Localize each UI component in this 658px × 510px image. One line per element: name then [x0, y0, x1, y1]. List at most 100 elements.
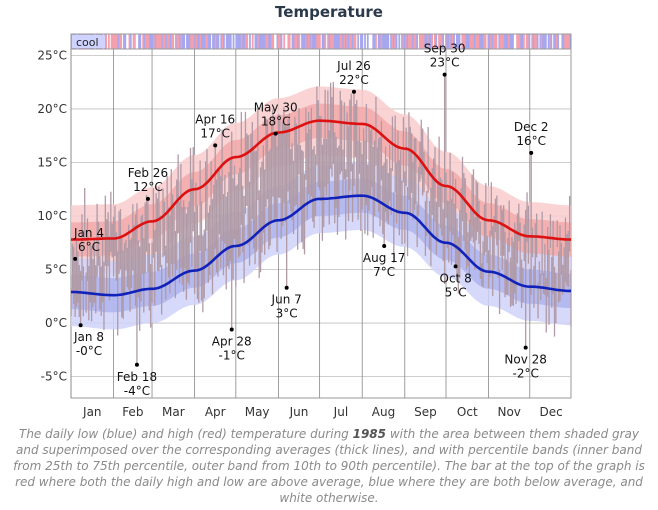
- cool-day: [229, 34, 232, 49]
- cool-day: [124, 34, 127, 49]
- annotation-value: 7°C: [373, 265, 395, 279]
- annotation-value: 17°C: [200, 126, 230, 140]
- cool-day: [181, 34, 184, 49]
- warm-day: [440, 34, 443, 49]
- warm-day: [287, 34, 290, 49]
- cool-day: [561, 34, 564, 49]
- warm-day: [332, 34, 335, 49]
- cool-day: [487, 34, 490, 49]
- cool-day: [260, 34, 262, 49]
- cool-day: [562, 34, 565, 49]
- warm-day: [160, 34, 162, 49]
- cool-day: [225, 34, 228, 49]
- cool-day: [554, 34, 557, 49]
- warm-day: [171, 34, 173, 49]
- annotation-date: Feb 26: [128, 166, 168, 180]
- warm-day: [464, 34, 466, 49]
- cool-day: [297, 34, 299, 49]
- warm-day: [134, 34, 136, 49]
- annotation-date: Jun 7: [271, 293, 302, 307]
- warm-day: [568, 34, 571, 49]
- cool-day: [387, 34, 390, 49]
- average-high-line: [70, 119, 572, 241]
- annotation-dot: [453, 264, 458, 269]
- warm-day: [153, 34, 155, 49]
- cool-day: [328, 34, 331, 49]
- warm-day: [414, 34, 417, 49]
- annotation-dot: [529, 150, 534, 155]
- cool-day: [512, 34, 514, 49]
- cool-day: [357, 34, 360, 49]
- warm-day: [176, 34, 179, 49]
- cool-day: [194, 34, 197, 49]
- cool-day: [457, 34, 460, 49]
- cool-day: [312, 34, 314, 49]
- warm-day: [394, 34, 397, 49]
- annotation-date: Nov 28: [504, 353, 547, 367]
- cool-day: [361, 34, 364, 49]
- cool-day: [557, 34, 560, 49]
- warm-day: [288, 34, 291, 49]
- cool-day: [520, 34, 523, 49]
- annotation-dot: [134, 362, 139, 367]
- cool-day: [450, 34, 453, 49]
- cool-day: [212, 34, 214, 49]
- cool-day: [536, 34, 539, 49]
- warm-day: [353, 34, 355, 49]
- x-tick-label: Jun: [289, 405, 309, 419]
- warm-day: [540, 34, 543, 49]
- cool-day: [269, 34, 272, 49]
- cool-day: [425, 34, 428, 49]
- annotation-date: Apr 28: [212, 334, 252, 348]
- warm-day: [549, 34, 551, 49]
- cool-day: [458, 34, 461, 49]
- cool-day: [179, 34, 181, 49]
- warm-day: [214, 34, 217, 49]
- warm-day: [113, 34, 116, 49]
- warm-day: [391, 34, 394, 49]
- cool-day: [544, 34, 547, 49]
- warm-day: [177, 34, 180, 49]
- cool-day: [321, 34, 324, 49]
- warm-day: [283, 34, 286, 49]
- cool-day: [473, 34, 476, 49]
- warm-day: [421, 34, 424, 49]
- warm-day: [118, 34, 121, 49]
- cool-day: [364, 34, 366, 49]
- warm-day: [316, 34, 318, 49]
- warm-day: [461, 34, 464, 49]
- warm-day: [439, 34, 442, 49]
- cool-day: [183, 34, 186, 49]
- cool-day: [553, 34, 555, 49]
- cool-day: [406, 34, 409, 49]
- cool-day: [386, 34, 388, 49]
- chart-title: Temperature: [275, 3, 383, 21]
- warm-day: [350, 34, 353, 49]
- annotation-date: Oct 8: [440, 271, 472, 285]
- warm-day: [298, 34, 301, 49]
- caption-year: 1985: [352, 427, 387, 441]
- warm-day: [295, 34, 298, 49]
- warm-day: [294, 34, 297, 49]
- x-axis: Jan Feb Mar Apr May Jun Jul Aug Sep Oct Nov Dec: [82, 405, 563, 419]
- cool-day: [154, 34, 157, 49]
- cool-day: [390, 34, 392, 49]
- warm-day: [564, 34, 566, 49]
- warm-day: [475, 34, 477, 49]
- cool-day: [428, 34, 431, 49]
- warm-day: [494, 34, 497, 49]
- cool-day: [236, 34, 239, 49]
- annotation-value: 18°C: [261, 115, 291, 129]
- annotation-dot: [73, 256, 78, 261]
- cool-day: [392, 34, 395, 49]
- cool-day: [521, 34, 524, 49]
- cool-day: [201, 34, 203, 49]
- x-tick-label: Jul: [333, 405, 348, 419]
- annotation-value: -0°C: [76, 344, 102, 358]
- cool-day: [528, 34, 531, 49]
- warm-day: [451, 34, 454, 49]
- warm-day: [444, 34, 447, 49]
- legend-swatch: [72, 35, 105, 48]
- warm-day: [375, 34, 377, 49]
